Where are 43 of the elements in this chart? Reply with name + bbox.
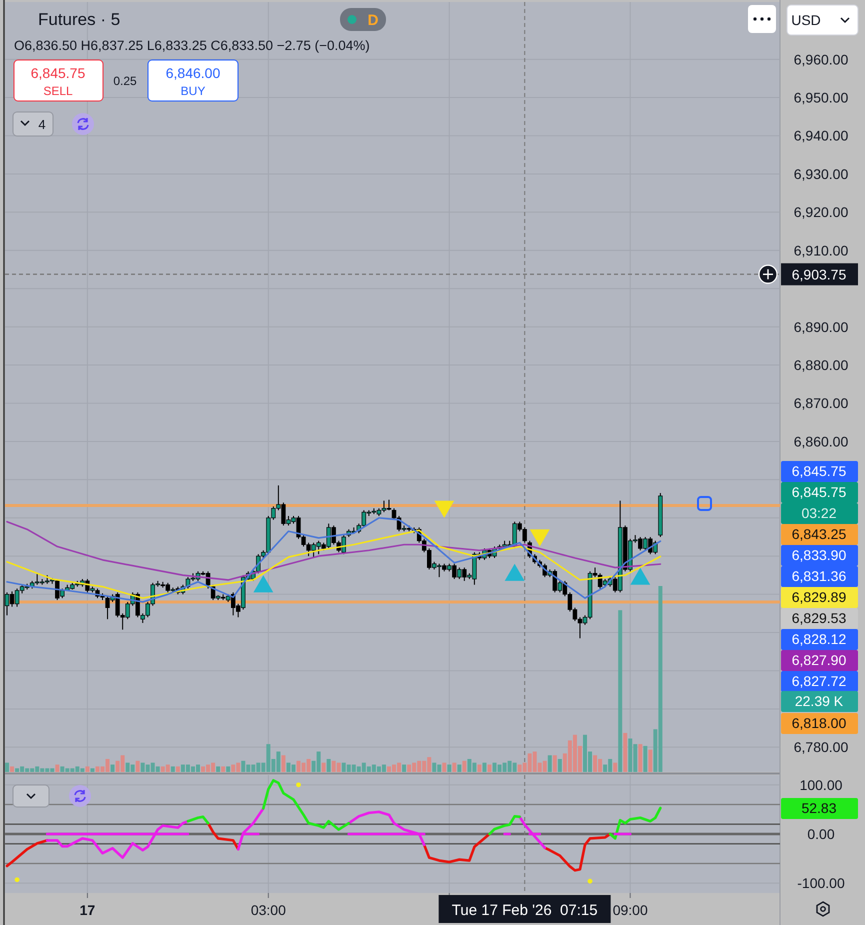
text: Futures · 5 (38, 10, 120, 29)
y-tick-label: 6,940.00 (794, 128, 848, 144)
y-tick-label: 0.00 (807, 826, 835, 842)
y-tick-label: 6,780.00 (794, 739, 848, 756)
annotation: 4 (38, 117, 46, 132)
text: 6,845.75 (792, 484, 846, 500)
y-tick-label: 6,960.00 (794, 51, 848, 68)
text: USD (791, 12, 821, 28)
y-tick-label: 6,880.00 (794, 357, 848, 374)
y-tick-label: 6,870.00 (794, 395, 848, 412)
y-tick-label: 6,860.00 (794, 433, 848, 450)
text: 6,845.75 (792, 463, 846, 479)
annotation: 6,846.00 (166, 65, 220, 81)
ref-line-label: 6,903.75 (792, 266, 846, 282)
x-tick-label: 17 (80, 902, 96, 918)
text: 6,828.12 (792, 631, 846, 647)
y-tick-label: 6,910.00 (794, 242, 848, 258)
text: 6,833.90 (792, 547, 846, 563)
annotation: BUY (180, 84, 206, 98)
text: 6,818.00 (792, 715, 846, 731)
text: 6,831.36 (792, 568, 846, 584)
text: 6,843.25 (792, 526, 846, 542)
text: 6,827.72 (792, 673, 846, 689)
annotation: SELL (43, 84, 73, 98)
ref-line-label: Tue 17 Feb '26 07:15 (452, 902, 598, 919)
y-tick-label: 6,930.00 (794, 166, 848, 182)
annotation: D (368, 12, 379, 29)
text: 6,829.89 (792, 589, 846, 605)
text: 6,827.90 (792, 652, 846, 668)
text: 03:22 (801, 505, 837, 521)
y-tick-label: 6,950.00 (794, 90, 848, 106)
x-tick-label: 03:00 (250, 902, 286, 918)
text: O6,836.50 H6,837.25 L6,833.25 C6,833.50 −2.75 (−0.04%) (14, 38, 370, 53)
y-tick-label: 6,890.00 (794, 318, 848, 335)
annotation: 6,845.75 (30, 65, 86, 81)
annotation: 0.25 (113, 74, 137, 88)
y-tick-label: -100.00 (797, 875, 845, 892)
text: 22.39 K (794, 693, 844, 709)
text: 52.83 (801, 800, 837, 816)
text: 6,829.53 (792, 610, 846, 626)
y-tick-label: 6,920.00 (794, 204, 848, 220)
x-tick-label: 09:00 (612, 902, 648, 918)
y-tick-label: 100.00 (800, 776, 843, 793)
